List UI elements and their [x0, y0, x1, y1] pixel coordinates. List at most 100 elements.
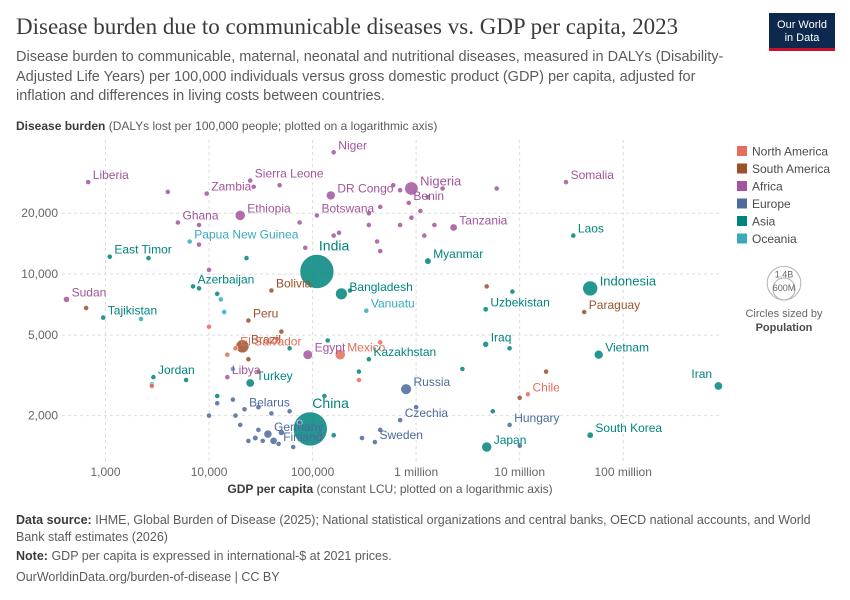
point-label: Botswana	[322, 201, 375, 215]
data-point	[481, 441, 493, 453]
data-point	[229, 366, 236, 372]
data-point	[325, 190, 336, 201]
x-tick-label: 1 million	[394, 465, 438, 479]
legend-swatch	[737, 163, 747, 174]
source-text: IHME, Global Burden of Disease (2025); N…	[16, 513, 811, 544]
data-point	[582, 280, 599, 297]
point-label: Czechia	[405, 406, 449, 420]
data-point	[424, 194, 431, 201]
point-label: Ethiopia	[247, 201, 291, 215]
data-point	[713, 381, 723, 391]
point-label: India	[319, 238, 350, 254]
point-label: Sudan	[72, 285, 107, 299]
data-point	[255, 426, 262, 433]
data-point	[252, 434, 259, 442]
data-point	[196, 285, 202, 292]
data-point	[229, 396, 236, 403]
data-point	[183, 377, 189, 383]
point-label: Chile	[533, 380, 561, 394]
y-tick-label: 10,000	[21, 267, 58, 281]
data-point	[224, 374, 231, 380]
point-label: Sierra Leone	[255, 167, 324, 181]
data-point	[493, 185, 500, 192]
logo-line-2: in Data	[784, 32, 820, 44]
point-label: South Korea	[595, 421, 662, 435]
data-point	[516, 442, 523, 449]
data-point	[250, 183, 257, 190]
data-point	[277, 429, 285, 436]
data-point	[330, 432, 337, 439]
data-point	[405, 199, 412, 206]
axis-ticks: 2,000 5,000 10,000 20,000 1,000 10,000 100,000…	[21, 206, 652, 479]
data-point	[570, 232, 577, 239]
legend: North America South America Africa Europe As…	[737, 145, 830, 246]
legend-swatch	[737, 233, 747, 244]
data-point	[365, 356, 372, 363]
data-point	[431, 222, 438, 228]
point-label: Peru	[253, 307, 278, 321]
owid-logo[interactable]: Our World in Data	[769, 13, 835, 51]
data-point	[374, 238, 380, 245]
data-point	[299, 254, 335, 289]
point-label: Germany	[274, 420, 323, 434]
data-point	[302, 349, 313, 360]
data-point	[63, 295, 70, 303]
data-point	[397, 417, 403, 423]
data-point	[186, 238, 193, 245]
data-point	[506, 421, 513, 428]
data-point	[313, 212, 320, 219]
data-point	[138, 316, 144, 322]
data-point	[263, 429, 273, 439]
chart-title: Disease burden due to communicable disea…	[16, 14, 679, 39]
data-point	[377, 203, 384, 210]
point-label: Indonesia	[600, 273, 657, 288]
size-legend: 1.4B 600M Circles sized by Population	[745, 265, 823, 334]
data-point	[206, 266, 212, 273]
point-label: Libya	[232, 363, 261, 377]
point-label: Bangladesh	[349, 280, 412, 294]
data-point	[259, 437, 266, 444]
point-label: Hungary	[514, 411, 559, 425]
data-point	[164, 188, 171, 195]
source-note: Data source: IHME, Global Burden of Dise…	[16, 512, 816, 546]
point-label: Jordan	[158, 363, 195, 377]
x-tick-label: 100,000	[291, 465, 335, 479]
data-point	[278, 328, 285, 335]
data-point	[106, 253, 113, 260]
data-point	[276, 182, 283, 189]
size-legend-large-label: 1.4B	[775, 269, 794, 279]
legend-label: South America	[752, 162, 830, 176]
data-point	[190, 283, 196, 290]
data-point	[214, 393, 221, 399]
size-legend-caption: Circles sized by	[745, 308, 823, 320]
data-point	[286, 345, 293, 352]
legend-swatch	[737, 181, 747, 191]
y-axis-label-bold: Disease burden	[16, 119, 105, 133]
point-label: Brazil	[251, 332, 281, 346]
data-point	[174, 219, 181, 226]
data-point	[516, 394, 523, 401]
data-point	[525, 391, 531, 398]
legend-label: Asia	[752, 215, 776, 229]
data-point	[268, 287, 275, 294]
source-url[interactable]: OurWorldinData.org/burden-of-disease | C…	[16, 570, 280, 584]
point-label: Laos	[578, 222, 604, 236]
data-point	[330, 149, 337, 156]
x-axis-label-rest: (constant LCU; plotted on a logarithmic …	[313, 482, 552, 496]
point-label: Uzbekistan	[490, 295, 549, 309]
data-point	[237, 421, 244, 428]
y-tick-label: 20,000	[21, 206, 58, 220]
source-label: Data source:	[16, 513, 92, 527]
data-point	[397, 222, 403, 228]
data-point	[232, 345, 239, 352]
y-axis-label-rest: (DALYs lost per 100,000 people; plotted …	[105, 119, 437, 133]
size-legend-caption-bold: Population	[756, 322, 813, 334]
grid	[62, 140, 722, 462]
data-point	[371, 439, 378, 445]
legend-label: Africa	[752, 180, 783, 194]
point-label: Kazakhstan	[374, 345, 437, 359]
point-label: Japan	[494, 433, 527, 447]
x-tick-label: 100 million	[595, 465, 652, 479]
data-point	[255, 404, 262, 411]
point-label: Azerbaijan	[198, 272, 255, 286]
